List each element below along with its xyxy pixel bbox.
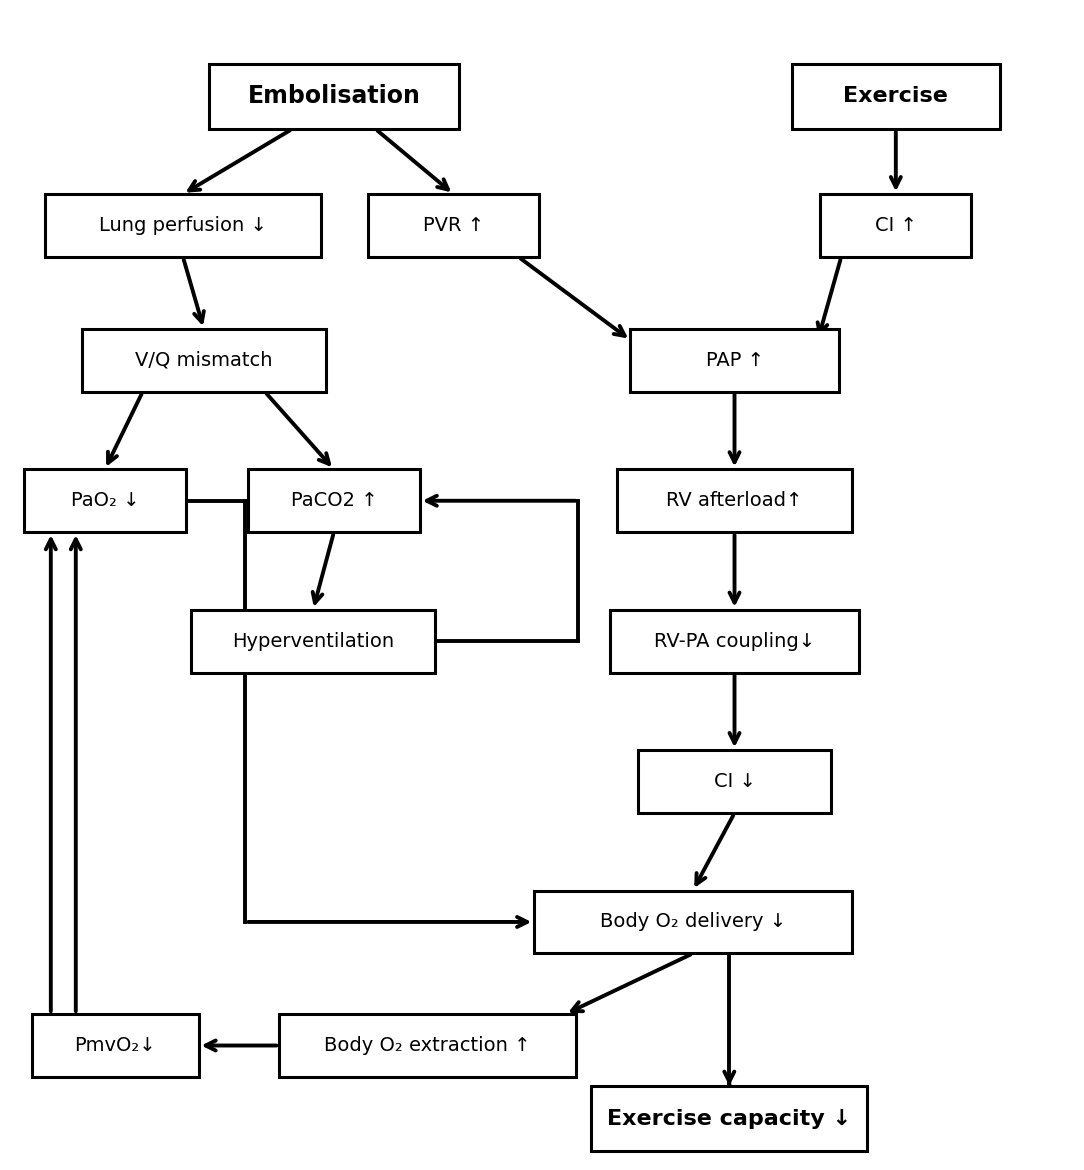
FancyBboxPatch shape <box>33 1014 198 1076</box>
Text: CI ↓: CI ↓ <box>713 772 756 791</box>
FancyBboxPatch shape <box>248 469 420 532</box>
FancyBboxPatch shape <box>534 890 852 954</box>
Text: Exercise: Exercise <box>843 87 948 106</box>
FancyBboxPatch shape <box>638 750 830 813</box>
FancyBboxPatch shape <box>367 194 540 257</box>
FancyBboxPatch shape <box>592 1086 867 1151</box>
Text: PVR ↑: PVR ↑ <box>423 216 485 235</box>
FancyBboxPatch shape <box>209 64 459 129</box>
Text: CI ↑: CI ↑ <box>875 216 917 235</box>
Text: Body O₂ extraction ↑: Body O₂ extraction ↑ <box>324 1035 531 1055</box>
FancyBboxPatch shape <box>280 1014 576 1076</box>
FancyBboxPatch shape <box>81 329 326 392</box>
FancyBboxPatch shape <box>791 64 999 129</box>
FancyBboxPatch shape <box>46 194 321 257</box>
Text: PaO₂ ↓: PaO₂ ↓ <box>70 491 139 510</box>
Text: Embolisation: Embolisation <box>247 84 421 109</box>
Text: Body O₂ delivery ↓: Body O₂ delivery ↓ <box>599 913 786 931</box>
FancyBboxPatch shape <box>631 329 839 392</box>
Text: PaCO2 ↑: PaCO2 ↑ <box>291 491 377 510</box>
Text: PAP ↑: PAP ↑ <box>706 351 763 370</box>
Text: RV-PA coupling↓: RV-PA coupling↓ <box>654 632 815 651</box>
Text: PmvO₂↓: PmvO₂↓ <box>75 1035 156 1055</box>
FancyBboxPatch shape <box>191 610 436 673</box>
Text: V/Q mismatch: V/Q mismatch <box>136 351 272 370</box>
Text: RV afterload↑: RV afterload↑ <box>667 491 803 510</box>
FancyBboxPatch shape <box>618 469 852 532</box>
FancyBboxPatch shape <box>609 610 860 673</box>
FancyBboxPatch shape <box>821 194 971 257</box>
Text: Exercise capacity ↓: Exercise capacity ↓ <box>607 1108 851 1129</box>
FancyBboxPatch shape <box>24 469 185 532</box>
Text: Hyperventilation: Hyperventilation <box>232 632 395 651</box>
Text: Lung perfusion ↓: Lung perfusion ↓ <box>99 216 267 235</box>
